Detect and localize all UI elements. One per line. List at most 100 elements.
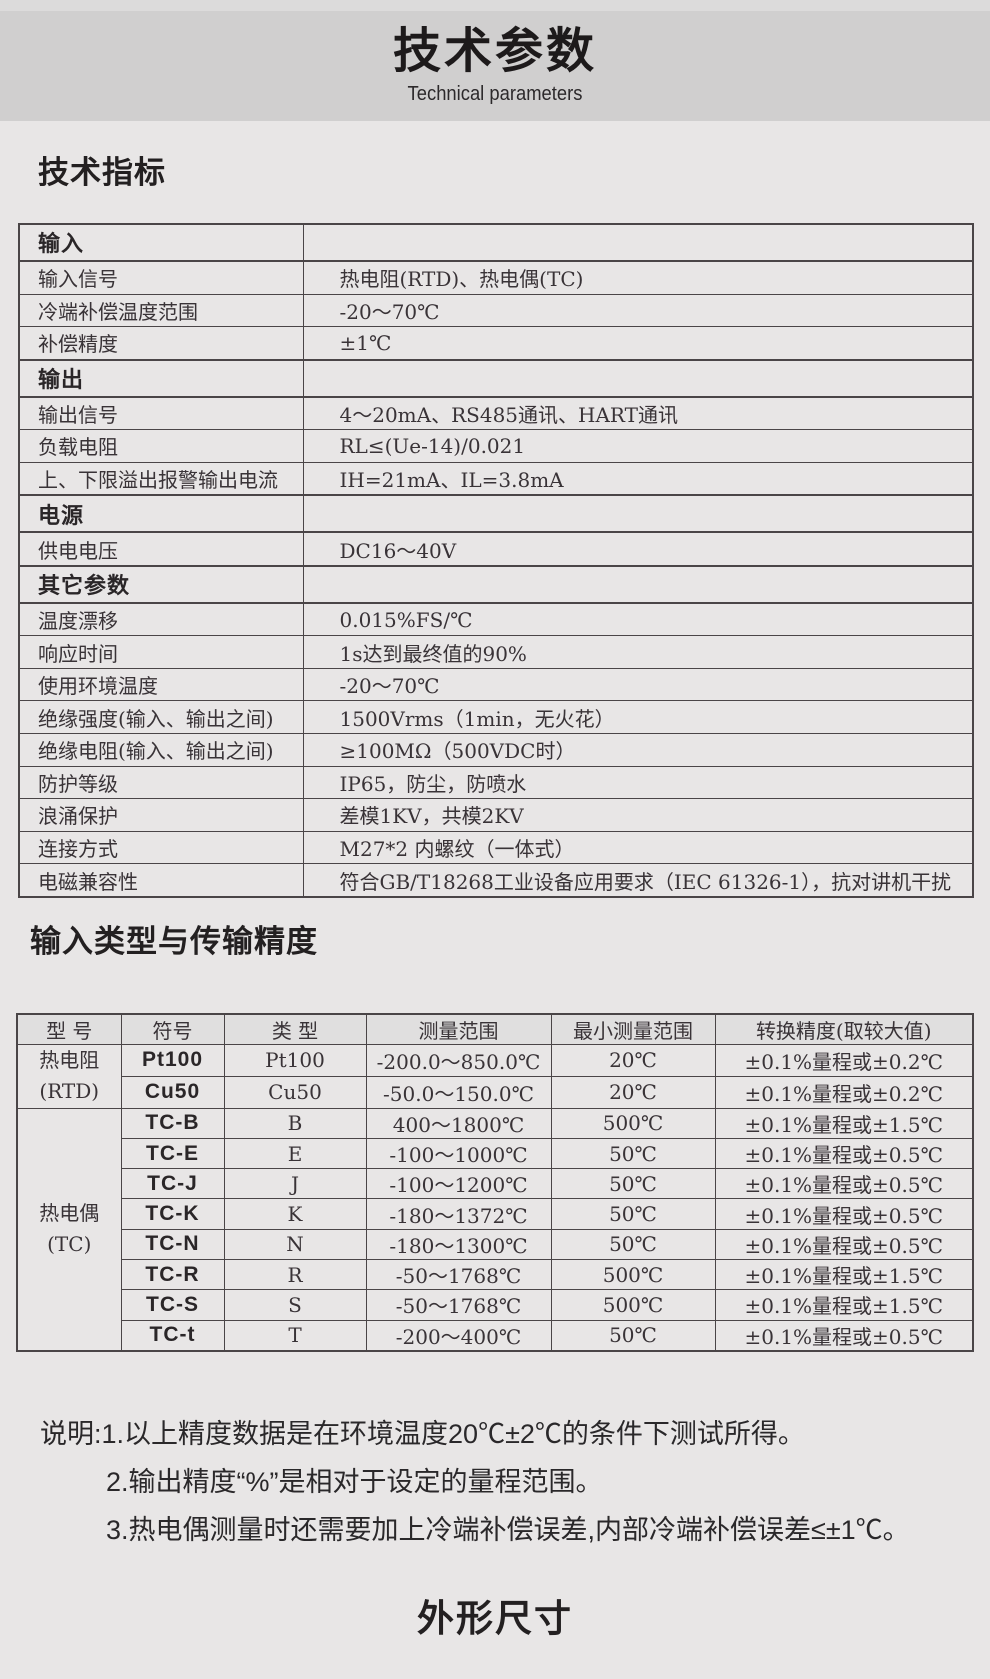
spec-section-row: 输出 [18,358,974,398]
spec-label: 电磁兼容性 [18,863,304,898]
sensor-row: 热电偶 (TC) TC-B B 400～1800℃ 500℃ ±0.1%量程或±… [16,1107,974,1352]
spec-label: 补偿精度 [18,326,304,361]
sensor-symbol: TC-K [120,1198,225,1230]
spec-value: IP65，防尘，防喷水 [302,765,974,800]
spec-value: M27*2 内螺纹（一体式） [302,830,974,865]
sensor-range: -100～1000℃ [365,1137,552,1170]
sensor-accuracy: ±0.1%量程或±0.2℃ [714,1044,974,1077]
sensor-table: 型 号 符号 类 型 测量范围 最小测量范围 转换精度(取较大值) 热电阻 (R… [16,1013,974,1352]
sensor-min-range: 50℃ [550,1137,716,1170]
note-line-1: 说明:1.以上精度数据是在环境温度20℃±2℃的条件下测试所得。 [40,1410,960,1458]
spec-row: 输出信号 4～20mA、RS485通讯、HART通讯 [18,396,974,431]
spec-row: 负载电阻 RL≤(Ue-14)/0.021 [18,429,974,463]
spec-value: 1500Vrms（1min，无火花） [302,700,974,735]
col-header-type: 类 型 [223,1013,367,1045]
section-heading-input-types: 输入类型与传输精度 [30,924,318,959]
spec-row: 浪涌保护 差模1KV，共模2KV [18,798,974,832]
sensor-min-range: 500℃ [550,1258,716,1291]
spec-label: 温度漂移 [18,602,304,637]
spec-row: 上、下限溢出报警输出电流 IH=21mA、IL=3.8mA [18,461,974,496]
spec-value [302,564,974,604]
spec-value [302,358,974,398]
sensor-accuracy: ±0.1%量程或±0.5℃ [714,1168,974,1200]
spec-value: 差模1KV，共模2KV [302,798,974,832]
sensor-accuracy: ±0.1%量程或±1.5℃ [714,1107,974,1139]
sensor-symbol: TC-B [120,1107,225,1139]
sensor-accuracy: ±0.1%量程或±1.5℃ [714,1258,974,1291]
sensor-range: -50～1768℃ [365,1289,552,1321]
notes-prefix: 说明: [40,1419,102,1449]
spec-section-row: 电源 [18,494,974,534]
sensor-min-range: 50℃ [550,1319,716,1352]
spec-value: IH=21mA、IL=3.8mA [302,461,974,496]
spec-row: 温度漂移 0.015%FS/℃ [18,602,974,637]
sensor-row: TC-S S -50～1768℃ 500℃ ±0.1%量程或±1.5℃ [17,1289,974,1321]
sensor-symbol: Cu50 [120,1075,225,1109]
sensor-type: T [223,1319,367,1352]
group-name: 热电阻 [39,1048,100,1073]
note-item: 1.以上精度数据是在环境温度20℃±2℃的条件下测试所得。 [101,1419,805,1449]
spec-label: 响应时间 [18,635,304,669]
sensor-type: Pt100 [223,1044,367,1077]
sensor-min-range: 50℃ [550,1228,716,1261]
spec-row: 连接方式 M27*2 内螺纹（一体式） [18,830,974,865]
top-strip [0,0,990,11]
sensor-accuracy: ±0.1%量程或±0.5℃ [714,1319,974,1352]
spec-table: 输入 输入信号 热电阻(RTD)、热电偶(TC) 冷端补偿温度范围 -20～70… [18,223,974,898]
spec-value [302,494,974,534]
spec-value: 0.015%FS/℃ [302,602,974,637]
note-line-2: 2.输出精度“%”是相对于设定的量程范围。 [106,1467,603,1497]
section-heading-tech-indicators: 技术指标 [38,155,166,190]
spec-value: 热电阻(RTD)、热电偶(TC) [302,260,974,295]
notes-block: 说明:1.以上精度数据是在环境温度20℃±2℃的条件下测试所得。 2.输出精度“… [40,1410,960,1554]
sensor-type: B [223,1107,367,1139]
sensor-row: 热电阻 (RTD) Pt100 Pt100 -200.0～850.0℃ 20℃ … [16,1044,974,1109]
sensor-type: J [223,1168,367,1200]
sensor-type: N [223,1228,367,1261]
sensor-group-tc: 热电偶 (TC) [16,1107,122,1352]
sensor-type: Cu50 [223,1075,367,1109]
sensor-range: -180～1300℃ [365,1228,552,1261]
sensor-accuracy: ±0.1%量程或±0.2℃ [714,1075,974,1109]
sensor-range: -200.0～850.0℃ [365,1044,552,1077]
spec-value: RL≤(Ue-14)/0.021 [302,429,974,463]
page-title: 技术参数 [392,25,597,78]
sensor-header-row: 型 号 符号 类 型 测量范围 最小测量范围 转换精度(取较大值) [16,1013,974,1045]
sensor-range: -100～1200℃ [365,1168,552,1200]
group-code: (TC) [47,1232,92,1257]
sensor-symbol: TC-S [120,1289,225,1321]
sensor-min-range: 500℃ [550,1289,716,1321]
sensor-row: TC-J J -100～1200℃ 50℃ ±0.1%量程或±0.5℃ [17,1168,974,1200]
header-banner: 技术参数 Technical parameters [0,11,990,121]
col-header-min-range: 最小测量范围 [550,1013,716,1045]
spec-label: 绝缘电阻(输入、输出之间) [18,733,304,767]
spec-value: -20～70℃ [302,667,974,702]
spec-row: 电磁兼容性 符合GB/T18268工业设备应用要求（IEC 61326-1），抗… [18,863,974,898]
col-header-symbol: 符号 [120,1013,225,1045]
sensor-symbol: TC-N [120,1228,225,1261]
sensor-row: TC-K K -180～1372℃ 50℃ ±0.1%量程或±0.5℃ [17,1198,974,1230]
spec-label: 输出信号 [18,396,304,431]
spec-label: 绝缘强度(输入、输出之间) [18,700,304,735]
spec-value: DC16～40V [302,531,974,567]
group-name: 热电偶 [39,1201,100,1226]
sensor-range: -180～1372℃ [365,1198,552,1230]
spec-label: 上、下限溢出报警输出电流 [18,461,304,496]
sensor-type: S [223,1289,367,1321]
sensor-accuracy: ±0.1%量程或±0.5℃ [714,1198,974,1230]
spec-label: 冷端补偿温度范围 [18,293,304,328]
spec-row: 使用环境温度 -20～70℃ [18,667,974,702]
spec-label: 负载电阻 [18,429,304,463]
sensor-symbol: TC-t [120,1319,225,1352]
col-header-accuracy: 转换精度(取较大值) [714,1013,974,1045]
spec-label: 防护等级 [18,765,304,800]
sensor-min-range: 500℃ [550,1107,716,1139]
spec-row: 绝缘电阻(输入、输出之间) ≥100MΩ（500VDC时） [18,733,974,767]
sensor-range: 400～1800℃ [365,1107,552,1139]
spec-label: 供电电压 [18,531,304,567]
sensor-min-range: 50℃ [550,1198,716,1230]
spec-row: 冷端补偿温度范围 -20～70℃ [18,293,974,328]
sensor-accuracy: ±0.1%量程或±0.5℃ [714,1228,974,1261]
spec-section-label: 其它参数 [18,564,304,604]
sensor-type: K [223,1198,367,1230]
